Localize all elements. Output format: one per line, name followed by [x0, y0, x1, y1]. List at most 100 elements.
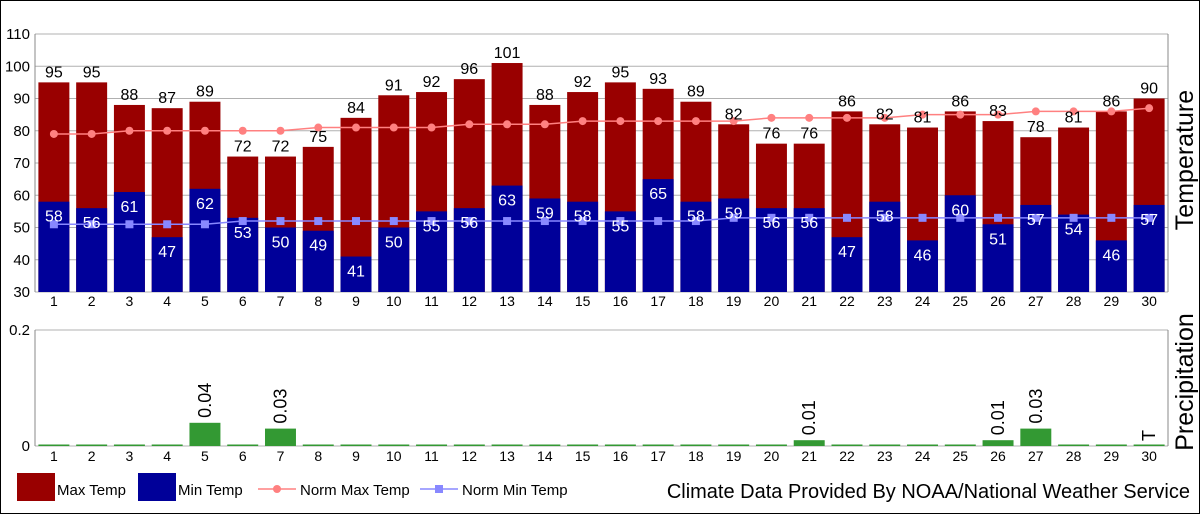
norm-max-temp-point [503, 120, 512, 129]
min-temp-bar [831, 237, 863, 292]
precipitation-x-tick-label: 23 [877, 448, 893, 464]
norm-max-temp-point [654, 117, 663, 126]
max-temp-label: 96 [460, 61, 478, 78]
norm-max-temp-point [578, 117, 587, 126]
min-temp-bar [151, 237, 183, 292]
min-temp-bar [793, 208, 825, 292]
norm-min-temp-point [540, 217, 549, 226]
temperature-tick-label: 90 [13, 91, 30, 108]
min-temp-bar [1058, 214, 1090, 292]
precipitation-x-tick-label: 20 [764, 448, 780, 464]
max-temp-label: 72 [272, 139, 290, 156]
max-temp-label: 93 [649, 71, 667, 88]
temperature-x-tick-label: 19 [726, 293, 742, 309]
precipitation-x-tick-label: 16 [613, 448, 629, 464]
norm-max-temp-line [53, 107, 1150, 135]
max-temp-label: 86 [838, 93, 856, 110]
precipitation-bar [1133, 444, 1165, 446]
max-temp-label: 89 [687, 84, 705, 101]
norm-max-temp-point [238, 126, 247, 135]
precipitation-x-tick-label: 18 [688, 448, 704, 464]
temperature-x-tick-label: 16 [613, 293, 629, 309]
precipitation-label: 0.04 [195, 383, 215, 418]
norm-max-temp-point [842, 113, 851, 122]
precipitation-tick-label: 0 [22, 438, 30, 455]
max-temp-label: 81 [1065, 110, 1083, 127]
max-temp-label: 90 [1140, 81, 1158, 98]
legend-label: Max Temp [57, 482, 126, 499]
max-temp-label: 82 [725, 106, 743, 123]
precipitation-bar [378, 444, 410, 446]
precipitation-bar [1020, 428, 1052, 446]
norm-min-temp-point [616, 217, 625, 226]
temperature-x-tick-label: 4 [163, 293, 171, 309]
temperature-x-tick-label: 23 [877, 293, 893, 309]
norm-min-temp-point [1107, 213, 1116, 222]
legend-swatch [17, 473, 55, 501]
precipitation-bar [529, 444, 561, 446]
max-temp-label: 91 [385, 77, 403, 94]
min-temp-label: 58 [45, 209, 63, 226]
norm-max-temp-point [994, 110, 1003, 119]
precipitation-bar [227, 444, 259, 446]
precipitation-x-tick-label: 19 [726, 448, 742, 464]
norm-max-temp-point [616, 117, 625, 126]
precipitation-x-tick-label: 1 [50, 448, 58, 464]
precipitation-label: 0.01 [988, 400, 1008, 435]
min-temp-label: 57 [1027, 212, 1045, 229]
norm-min-temp-point [503, 217, 512, 226]
max-temp-label: 76 [800, 126, 818, 143]
min-temp-bar [302, 230, 334, 292]
temperature-bars [38, 63, 1165, 293]
min-temp-label: 63 [498, 193, 516, 210]
temperature-x-tick-label: 30 [1141, 293, 1157, 309]
min-temp-bar [1095, 240, 1127, 292]
data-credit: Climate Data Provided By NOAA/National W… [667, 481, 1190, 503]
norm-max-temp-point [1069, 107, 1078, 116]
precipitation-bar [604, 444, 636, 446]
norm-max-temp-point [880, 113, 889, 122]
min-temp-label: 56 [763, 215, 781, 232]
temperature-x-tick-label: 11 [424, 293, 439, 309]
max-temp-label: 81 [914, 110, 932, 127]
min-temp-label: 47 [158, 244, 176, 261]
temperature-x-tick-label: 7 [277, 293, 285, 309]
precipitation-bar [642, 444, 674, 446]
temperature-x-tick-label: 21 [801, 293, 817, 309]
min-temp-label: 59 [725, 205, 743, 222]
norm-min-temp-point [767, 213, 776, 222]
max-temp-label: 88 [536, 87, 554, 104]
min-temp-label: 54 [1065, 222, 1083, 239]
precipitation-bar [718, 444, 750, 446]
min-temp-label: 47 [838, 244, 856, 261]
norm-min-temp-point [163, 220, 172, 229]
precipitation-bar [340, 444, 372, 446]
min-temp-bar [755, 208, 787, 292]
temperature-x-tick-label: 15 [575, 293, 591, 309]
norm-min-temp-point [276, 217, 285, 226]
temperature-x-tick-label: 24 [915, 293, 931, 309]
min-temp-label: 55 [611, 218, 629, 235]
precipitation-grid [34, 329, 1169, 447]
temperature-x-tick-label: 13 [499, 293, 515, 309]
min-temp-bar [907, 240, 939, 292]
precipitation-bar [1058, 444, 1090, 446]
temperature-tick-label: 100 [5, 58, 30, 75]
min-temp-bar [491, 185, 523, 292]
norm-max-temp-point [1031, 107, 1040, 116]
precipitation-x-tick-label: 2 [88, 448, 96, 464]
norm-min-temp-point [654, 217, 663, 226]
max-temp-label: 78 [1027, 119, 1045, 136]
precipitation-x-tick-label: 26 [990, 448, 1006, 464]
max-temp-label: 92 [423, 74, 441, 91]
precipitation-bar [567, 444, 599, 446]
precipitation-bar [793, 440, 825, 446]
min-temp-bar [38, 201, 70, 292]
temperature-x-tick-label: 29 [1104, 293, 1120, 309]
precipitation-x-tick-label: 15 [575, 448, 591, 464]
norm-max-temp-point [87, 129, 96, 138]
temperature-tick-label: 80 [13, 123, 30, 140]
max-temp-label: 84 [347, 100, 365, 117]
precipitation-x-tick-label: 10 [386, 448, 402, 464]
